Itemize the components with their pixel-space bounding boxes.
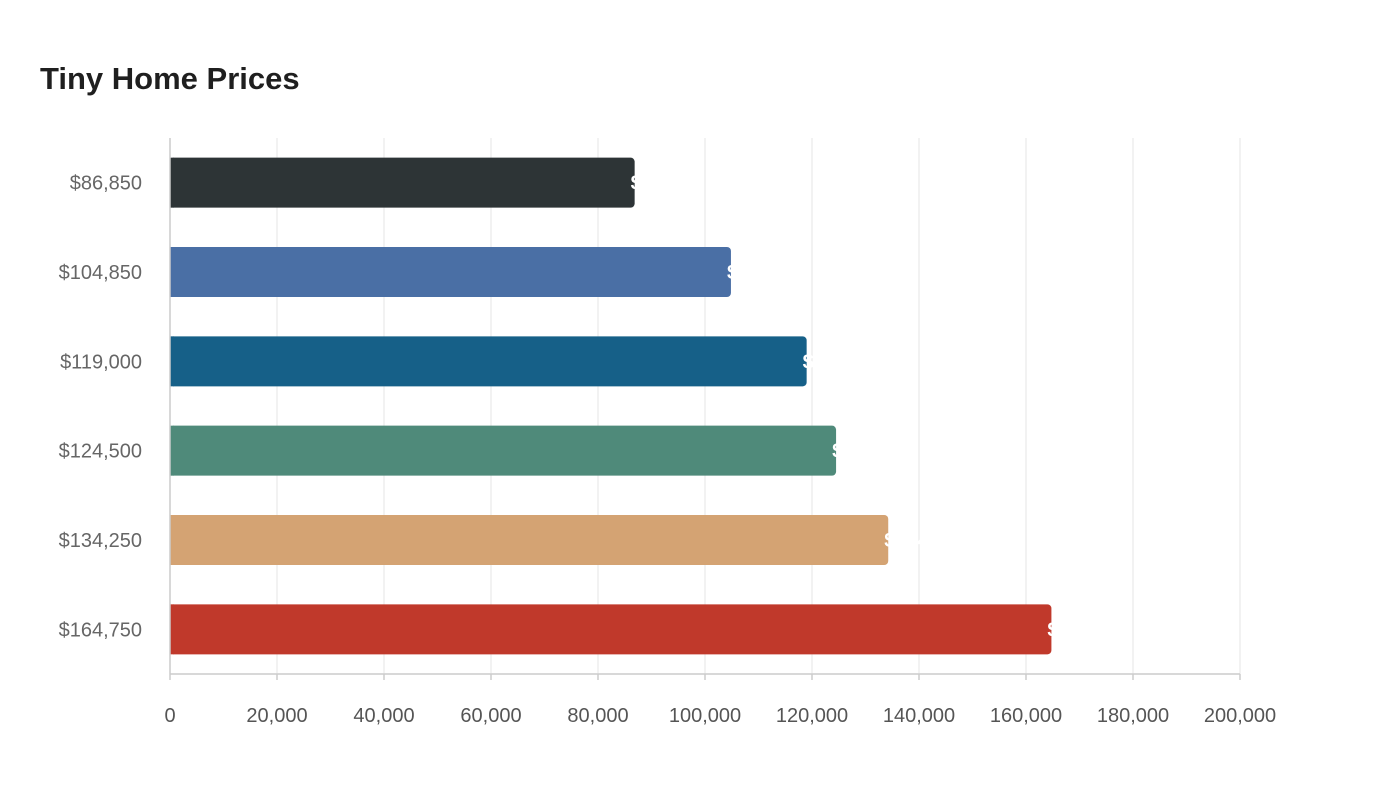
bar: [170, 157, 635, 208]
y-category-label: $86,850: [70, 173, 142, 195]
bar-left-edge: [170, 425, 174, 476]
axes: [169, 138, 1241, 680]
y-category-label: $164,750: [59, 619, 142, 641]
bar-data-label: $104,850: [727, 262, 810, 284]
y-category-label: $119,000: [60, 351, 142, 373]
bar-left-edge: [170, 604, 174, 655]
y-category-label: $104,850: [59, 262, 142, 284]
bar: [170, 336, 807, 387]
bar-left-edge: [170, 157, 174, 208]
x-tick-label: 0: [164, 705, 175, 727]
grid-lines: [276, 138, 1241, 674]
bar: [170, 425, 837, 476]
bar-data-label: $124,500: [832, 441, 915, 463]
bar-data-label: $134,250: [884, 530, 967, 552]
y-category-label: $124,500: [59, 441, 142, 463]
x-tick-label: 40,000: [353, 705, 414, 727]
x-tick-label: 20,000: [246, 705, 307, 727]
bars: [170, 157, 1052, 655]
chart-title: Tiny Home Prices: [40, 61, 300, 96]
x-tick-label: 80,000: [567, 705, 628, 727]
bar: [170, 604, 1052, 655]
bar: [170, 247, 731, 297]
bar-data-label: $119,000: [803, 351, 885, 373]
bar-left-edge: [170, 247, 174, 297]
x-tick-label: 100,000: [669, 705, 741, 727]
x-tick-label: 60,000: [460, 705, 521, 727]
bar-left-edge: [170, 515, 174, 565]
x-tick-label: 120,000: [776, 705, 848, 727]
bar-left-edge: [170, 336, 174, 387]
y-category-label: $134,250: [59, 530, 142, 552]
x-tick-label: 160,000: [990, 705, 1062, 727]
x-tick-label: 180,000: [1097, 705, 1169, 727]
labels: 0 20,000 40,000 60,000 80,000 100,000 120,000 1…: [59, 173, 1277, 727]
bar-data-label: $86,850: [631, 173, 703, 195]
x-tick-label: 200,000: [1204, 705, 1276, 727]
x-tick-label: 140,000: [883, 705, 955, 727]
bar-data-label: $164,750: [1047, 619, 1130, 641]
bar: [170, 515, 889, 565]
